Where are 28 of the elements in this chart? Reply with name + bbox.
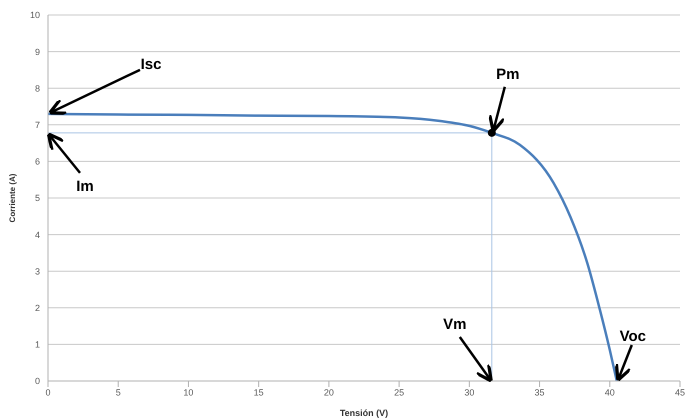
annotation: Im xyxy=(76,178,94,195)
x-tick-label: 35 xyxy=(534,387,545,398)
y-tick-label: 7 xyxy=(34,120,40,130)
x-tick-label: 15 xyxy=(254,387,264,398)
annotation: Voc xyxy=(620,328,646,345)
annotation: Pm xyxy=(496,66,520,83)
x-tick-label: 0 xyxy=(45,387,51,398)
y-tick-label: 5 xyxy=(34,193,40,204)
y-axis-title: Corriente (A) xyxy=(8,173,17,222)
y-tick-label: 2 xyxy=(34,302,40,313)
y-tick-label: 9 xyxy=(34,46,40,57)
x-tick-label: 25 xyxy=(394,387,404,398)
x-tick-label: 5 xyxy=(116,387,121,398)
y-tick-label: 6 xyxy=(34,156,40,167)
x-axis-title: Tensión (V) xyxy=(340,408,388,418)
y-tick-label: 1 xyxy=(34,340,40,350)
x-tick-label: 20 xyxy=(324,387,334,398)
x-tick-label: 10 xyxy=(183,387,194,398)
x-tick-label: 30 xyxy=(464,387,474,398)
annotation: Vm xyxy=(443,316,466,333)
y-tick-label: 8 xyxy=(34,83,40,94)
y-tick-label: 10 xyxy=(30,10,40,20)
x-tick-label: 45 xyxy=(674,387,686,398)
y-tick-label: 3 xyxy=(34,266,40,276)
y-tick-label: 0 xyxy=(34,376,40,386)
y-tick-label: 4 xyxy=(34,230,40,240)
x-tick-label: 40 xyxy=(604,387,615,398)
annotation: Isc xyxy=(140,56,162,73)
